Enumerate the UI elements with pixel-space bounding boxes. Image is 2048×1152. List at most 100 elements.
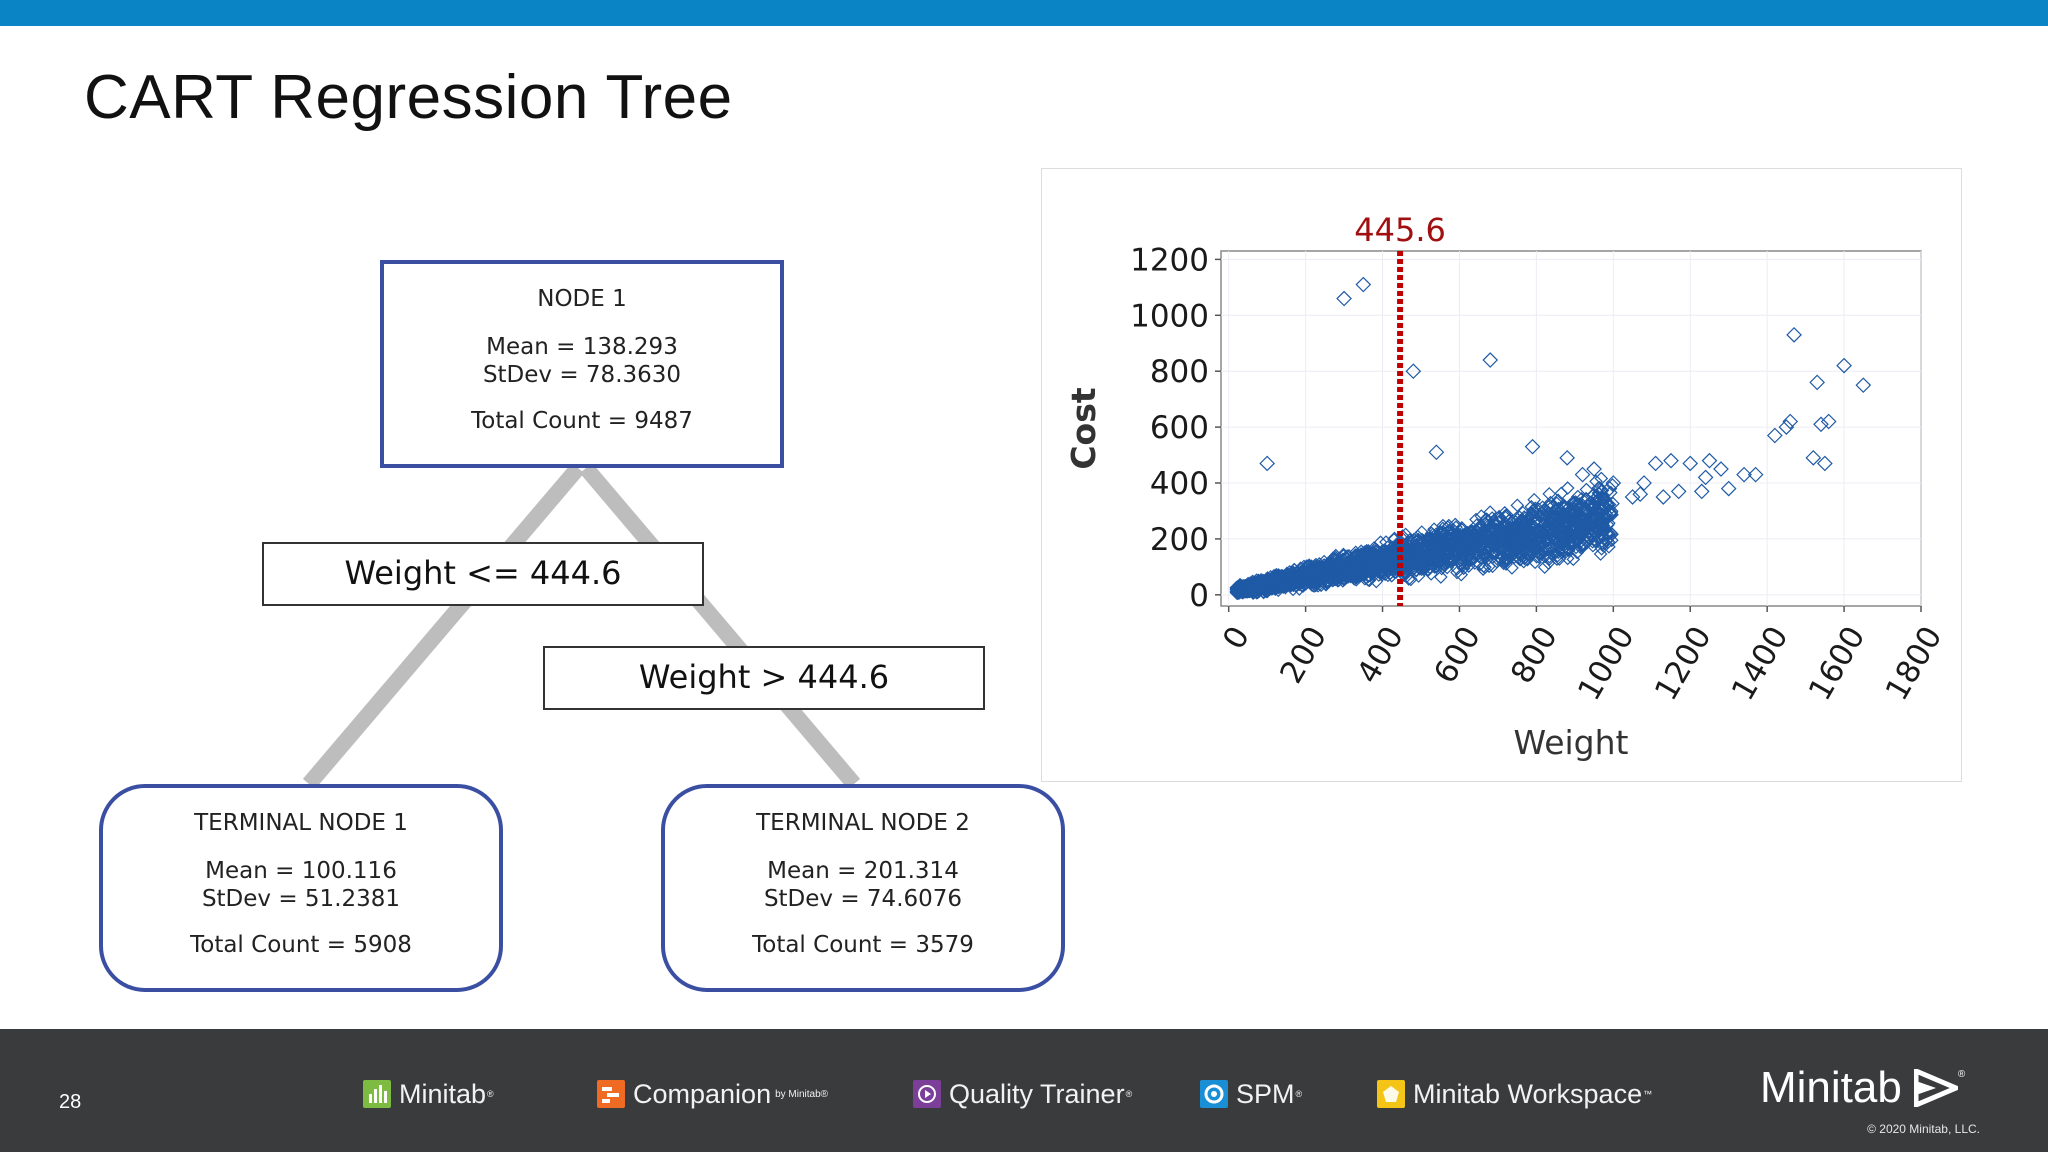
- data-point: [1355, 276, 1372, 293]
- brand-label: Minitab: [399, 1078, 487, 1109]
- data-point-cloud: [1454, 556, 1469, 571]
- node-count: Total Count = 5908: [190, 932, 412, 958]
- data-point-cloud: [1462, 538, 1476, 552]
- data-point-cloud: [1498, 551, 1513, 566]
- data-point-cloud: [1437, 537, 1451, 552]
- data-point-cloud: [1485, 538, 1500, 552]
- data-point-cloud: [1424, 540, 1438, 555]
- data-point-cloud: [1589, 474, 1603, 489]
- data-point-cloud: [1301, 574, 1316, 589]
- data-point-cloud: [1262, 577, 1277, 592]
- data-point-cloud: [1450, 565, 1464, 580]
- split-rule-left: Weight <= 444.6: [262, 542, 704, 606]
- data-point-cloud: [1477, 545, 1492, 560]
- node-title: NODE 1: [537, 286, 627, 312]
- data-point: [1582, 508, 1599, 525]
- terminal-node-2: TERMINAL NODE 2 Mean = 201.314 StDev = 7…: [661, 784, 1065, 992]
- top-accent-bar: [0, 0, 2048, 26]
- data-point: [1559, 450, 1576, 466]
- data-point-cloud: [1535, 500, 1550, 515]
- data-point-cloud: [1380, 557, 1395, 571]
- data-point-cloud: [1560, 481, 1575, 495]
- data-point-cloud: [1587, 532, 1602, 547]
- y-tick-label: 800: [1150, 354, 1209, 390]
- logo-registered-mark: ®: [1957, 1069, 1966, 1080]
- data-point: [1701, 452, 1718, 469]
- data-point: [1663, 452, 1679, 469]
- data-point: [1578, 491, 1595, 508]
- data-point-cloud: [1458, 540, 1473, 555]
- data-point-cloud: [1507, 550, 1522, 565]
- data-point: [1809, 374, 1826, 391]
- data-point-cloud: [1595, 538, 1610, 553]
- y-tick-label: 400: [1150, 466, 1209, 502]
- data-point: [1524, 438, 1541, 455]
- data-point-cloud: [1277, 579, 1292, 593]
- data-point-cloud: [1593, 547, 1608, 561]
- brand-minitab: Minitab ®: [363, 1077, 494, 1111]
- minitab-arrow-icon: [1913, 1069, 1958, 1107]
- data-point-cloud: [1435, 521, 1450, 536]
- data-point-cloud: [1546, 532, 1560, 546]
- data-point-cloud: [1387, 531, 1402, 546]
- x-tick-label: 0: [1216, 620, 1257, 655]
- data-point-cloud: [1347, 568, 1361, 583]
- data-point-cloud: [1593, 514, 1608, 528]
- data-point-cloud: [1429, 534, 1444, 549]
- data-point-cloud: [1408, 553, 1422, 568]
- data-point-cloud: [1349, 549, 1364, 564]
- y-tick-label: 200: [1150, 522, 1209, 558]
- node-title: TERMINAL NODE 2: [756, 810, 970, 836]
- data-point-cloud: [1385, 557, 1399, 572]
- data-point-cloud: [1392, 548, 1407, 563]
- node-mean: Mean = 201.314: [767, 858, 959, 884]
- x-tick-label: 1600: [1802, 620, 1873, 706]
- data-point-cloud: [1471, 546, 1485, 560]
- data-point: [1786, 327, 1802, 343]
- data-point-cloud: [1246, 582, 1260, 597]
- data-point-cloud: [1604, 533, 1619, 548]
- data-point-cloud: [1566, 496, 1581, 511]
- data-point: [1720, 480, 1737, 497]
- brand-spm: SPM ®: [1200, 1077, 1302, 1111]
- data-point-cloud: [1350, 565, 1365, 580]
- data-point-cloud: [1486, 515, 1501, 529]
- data-point-cloud: [1542, 552, 1557, 566]
- data-point: [1766, 427, 1783, 444]
- data-point-cloud: [1253, 574, 1268, 589]
- data-point-cloud: [1423, 545, 1438, 560]
- data-point-cloud: [1552, 552, 1567, 566]
- data-point-cloud: [1291, 571, 1306, 586]
- node-title: TERMINAL NODE 1: [194, 810, 408, 836]
- node-stdev: StDev = 51.2381: [201, 886, 401, 912]
- data-point-cloud: [1587, 524, 1601, 539]
- node-stdev: StDev = 74.6076: [763, 886, 963, 912]
- data-point-cloud: [1349, 569, 1364, 583]
- data-point-cloud: [1436, 518, 1450, 533]
- data-point-cloud: [1440, 560, 1455, 575]
- data-point: [1601, 480, 1618, 497]
- data-point-cloud: [1554, 509, 1569, 524]
- data-point-cloud: [1495, 543, 1509, 557]
- data-point-cloud: [1478, 560, 1492, 575]
- split-rule-right: Weight > 444.6: [543, 646, 985, 710]
- data-point-cloud: [1592, 522, 1606, 537]
- data-point: [1593, 497, 1610, 514]
- data-point-cloud: [1441, 553, 1456, 568]
- data-point-cloud: [1544, 515, 1558, 530]
- data-point-cloud: [1448, 517, 1463, 532]
- data-point-cloud: [1271, 568, 1286, 583]
- data-point-cloud: [1288, 578, 1303, 593]
- data-point-cloud: [1557, 501, 1572, 515]
- data-point-cloud: [1437, 548, 1452, 562]
- data-point: [1586, 461, 1602, 477]
- data-point-cloud: [1454, 567, 1469, 582]
- x-tick-label: 1800: [1879, 620, 1950, 706]
- node-mean: Mean = 138.293: [486, 334, 678, 360]
- spm-swirl-icon: [1200, 1080, 1228, 1108]
- minitab-logo: Minitab ®: [1760, 1063, 1965, 1113]
- data-point-cloud: [1417, 562, 1432, 577]
- footer-bar: [0, 1029, 2048, 1152]
- data-point-cloud: [1491, 541, 1506, 556]
- data-point-cloud: [1249, 576, 1264, 591]
